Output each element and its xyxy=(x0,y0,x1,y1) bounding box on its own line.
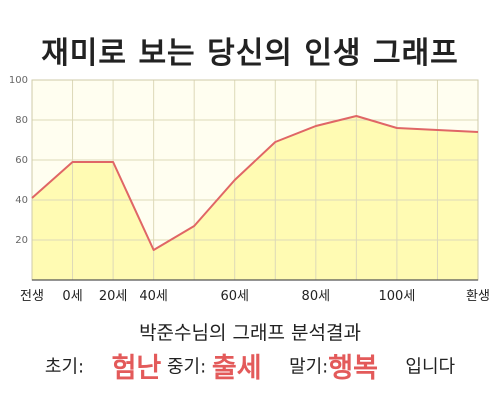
area-fill xyxy=(32,116,478,280)
y-tick-label: 100 xyxy=(9,75,28,86)
x-tick-label: 100세 xyxy=(379,289,416,304)
late-value: 행복 xyxy=(328,353,378,384)
series-line xyxy=(31,115,479,251)
x-tick-label: 20세 xyxy=(99,289,128,304)
y-tick-label: 20 xyxy=(15,235,28,246)
analysis-title: 박준수님의 그래프 분석결과 xyxy=(139,322,361,344)
x-tick-label: 80세 xyxy=(302,289,331,304)
early-value: 험난 xyxy=(111,353,162,384)
x-tick-label: 0세 xyxy=(62,289,82,304)
x-tick-label: 환생 xyxy=(466,289,490,304)
suffix-text: 입니다 xyxy=(405,356,456,378)
x-tick-label: 전생 xyxy=(20,289,44,304)
y-tick-label: 60 xyxy=(15,155,28,166)
late-label: 말기: xyxy=(289,356,329,378)
mid-value: 출세 xyxy=(211,353,262,384)
x-tick-label: 60세 xyxy=(220,289,249,304)
early-label: 초기: xyxy=(44,356,85,378)
x-tick-label: 40세 xyxy=(139,289,168,304)
y-tick-label: 80 xyxy=(15,115,28,126)
page-title: 재미로 보는 당신의 인생 그래프 xyxy=(41,36,459,71)
y-tick-label: 40 xyxy=(15,195,28,206)
analysis-summary: 초기: 험난 중기: 출세 말기:행복 입니다 xyxy=(0,346,500,385)
mid-label: 중기: xyxy=(166,356,207,378)
